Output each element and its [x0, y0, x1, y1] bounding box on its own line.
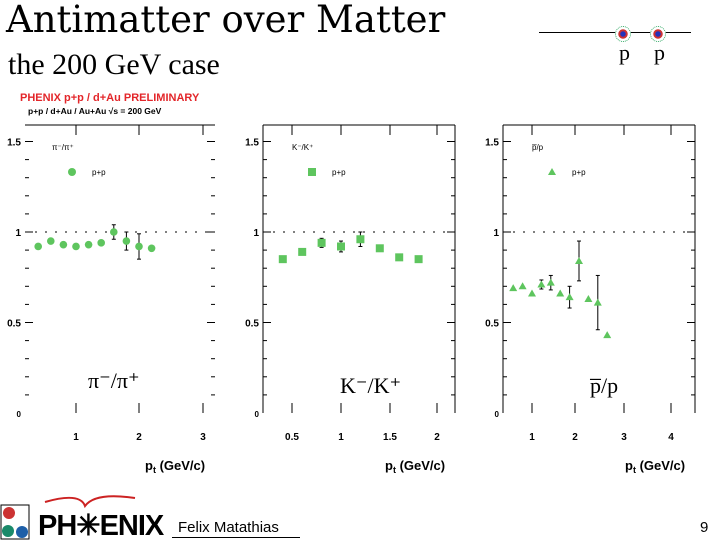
data-point: [122, 237, 131, 245]
energy-label: p+p / d+Au / Au+Au √s = 200 GeV: [28, 106, 162, 116]
proton-icon: [650, 26, 666, 42]
data-point: [97, 239, 105, 247]
svg-text:pt (GeV/c): pt (GeV/c): [625, 458, 685, 475]
svg-text:π⁻/π⁺: π⁻/π⁺: [88, 368, 140, 393]
svg-text:p̅/p: p̅/p: [531, 143, 543, 152]
ratio-panel-1: 0 0.5 1 1.5 1 2 3 π⁻/π⁺ p+p π⁻/π⁺ pt (GeV/c): [7, 124, 215, 475]
footer-rule: [172, 537, 300, 538]
data-point: [34, 242, 42, 251]
svg-text:p̅/p: p̅/p: [589, 373, 618, 398]
data-point: [298, 247, 307, 256]
svg-text:1: 1: [338, 432, 344, 443]
slide-subtitle: the 200 GeV case: [8, 48, 220, 81]
data-point: [556, 289, 565, 297]
proton-label: p: [619, 40, 630, 65]
svg-text:2: 2: [572, 432, 578, 443]
svg-text:0.5: 0.5: [245, 319, 259, 330]
slide-title: Antimatter over Matter: [6, 0, 446, 41]
svg-text:4: 4: [668, 432, 674, 443]
proton-icon: [615, 26, 631, 42]
data-point: [414, 255, 423, 264]
data-point: [565, 293, 574, 301]
data-point: [509, 284, 518, 292]
svg-text:p+p: p+p: [92, 168, 106, 177]
data-point: [546, 278, 555, 286]
svg-text:1: 1: [15, 228, 21, 239]
data-point: [147, 244, 156, 253]
page-number: 9: [700, 519, 709, 536]
data-point: [518, 282, 527, 290]
data-point: [603, 331, 612, 339]
data-point: [584, 294, 593, 302]
author-name: Felix Matathias: [178, 519, 279, 536]
data-point: [528, 289, 536, 297]
svg-text:pt (GeV/c): pt (GeV/c): [385, 458, 445, 475]
preliminary-label: PHENIX p+p / d+Au PRELIMINARY: [20, 92, 200, 104]
svg-text:K⁻/K⁺: K⁻/K⁺: [292, 143, 313, 152]
svg-text:0: 0: [17, 410, 22, 419]
svg-text:0: 0: [255, 410, 260, 419]
svg-text:pt (GeV/c): pt (GeV/c): [145, 458, 205, 475]
data-point: [47, 237, 55, 245]
svg-text:0: 0: [495, 410, 500, 419]
data-point: [110, 228, 118, 236]
svg-text:2: 2: [136, 432, 142, 443]
svg-text:0.5: 0.5: [485, 319, 499, 330]
svg-text:1: 1: [529, 432, 535, 443]
svg-text:2: 2: [434, 432, 440, 443]
svg-text:0.5: 0.5: [285, 432, 299, 443]
svg-text:p+p: p+p: [332, 168, 346, 177]
svg-text:3: 3: [200, 432, 206, 443]
svg-text:p+p: p+p: [572, 168, 586, 177]
svg-text:1.5: 1.5: [485, 138, 499, 149]
svg-text:1: 1: [253, 228, 259, 239]
data-point: [395, 253, 404, 262]
data-point: [356, 235, 365, 244]
phenix-detector-icon: [0, 504, 30, 540]
data-point: [84, 240, 93, 249]
svg-text:1.5: 1.5: [7, 138, 21, 149]
ratio-panel-2: 0 0.5 1 1.5 0.5 1 1.5 2 K⁻/K⁺ p+p K⁻/K⁺ pt (GeV/c): [245, 124, 456, 475]
data-point: [537, 280, 546, 288]
svg-text:π⁻/π⁺: π⁻/π⁺: [52, 143, 74, 152]
ratio-panel-3: 0 0.5 1 1.5 1 2 3 4 p̅/p p+p p̅/p pt (GeV/c): [485, 124, 696, 475]
data-point: [135, 242, 143, 251]
svg-text:K⁻/K⁺: K⁻/K⁺: [340, 373, 401, 398]
svg-text:1: 1: [73, 432, 79, 443]
svg-text:1.5: 1.5: [383, 432, 397, 443]
data-point: [59, 240, 68, 249]
data-point: [593, 298, 602, 306]
proton-label: p: [654, 40, 665, 65]
data-point: [278, 255, 287, 264]
data-point: [375, 244, 384, 253]
svg-text:1.5: 1.5: [245, 138, 259, 149]
data-point: [317, 238, 326, 247]
phenix-logo: PH✳ENIX: [38, 510, 164, 542]
svg-text:3: 3: [621, 432, 627, 443]
svg-text:1: 1: [493, 228, 499, 239]
data-point: [72, 242, 80, 251]
data-point: [337, 242, 345, 251]
data-point: [575, 256, 583, 264]
svg-text:0.5: 0.5: [7, 319, 21, 330]
phenix-wing-icon: [44, 495, 136, 509]
